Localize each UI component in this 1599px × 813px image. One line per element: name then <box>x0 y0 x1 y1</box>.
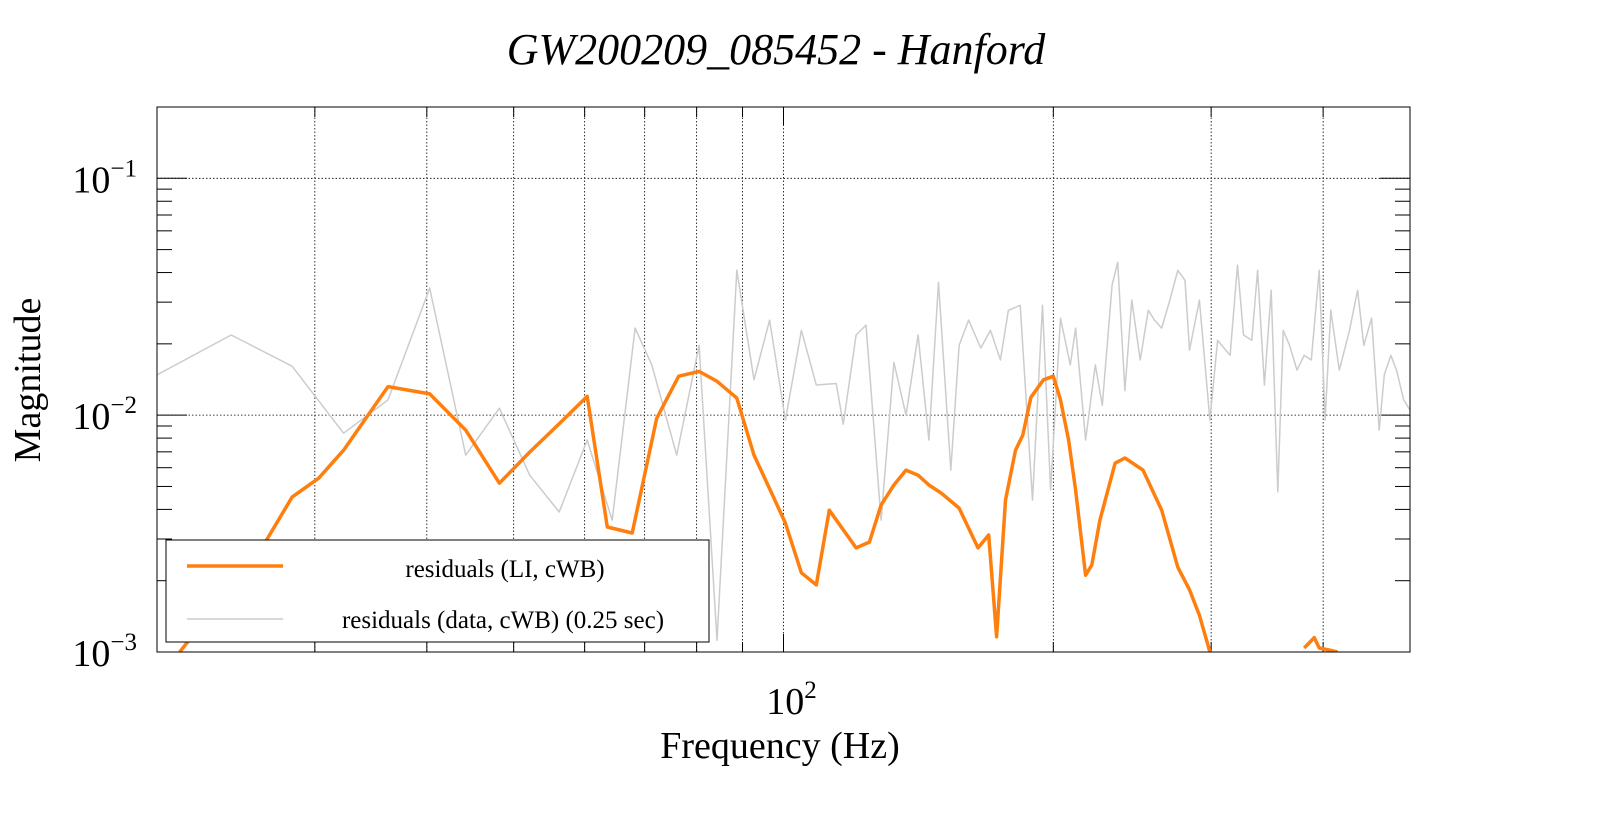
grid <box>157 107 1410 652</box>
legend-box <box>165 539 710 643</box>
series-line-residuals-li <box>1302 635 1338 652</box>
legend-label-residuals-data: residuals (data, cWB) (0.25 sec) <box>342 607 664 634</box>
x-tick-label: 102 <box>766 677 817 723</box>
plot-frame <box>156 106 1411 653</box>
y-axis-label: Magnitude <box>7 298 49 463</box>
chart-title: GW200209_085452 - Hanford <box>507 25 1047 74</box>
legend-label-residuals-li: residuals (LI, cWB) <box>405 556 604 583</box>
y-tick-label: 10−2 <box>72 392 137 438</box>
legend: residuals (LI, cWB) residuals (data, cWB… <box>165 539 710 643</box>
series-line-residuals-li <box>178 369 1212 652</box>
y-tick-label: 10−3 <box>72 629 137 675</box>
series-layer <box>157 261 1410 652</box>
tick-labels: 10−1 10−2 10−3 102 <box>72 155 816 723</box>
x-axis-label: Frequency (Hz) <box>660 725 900 767</box>
series-line-residuals-data <box>157 261 1410 642</box>
y-tick-label: 10−1 <box>72 155 137 201</box>
